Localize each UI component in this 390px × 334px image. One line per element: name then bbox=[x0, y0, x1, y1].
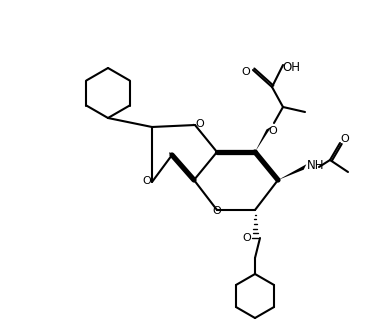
Text: O: O bbox=[242, 67, 250, 77]
Text: O: O bbox=[213, 206, 222, 216]
Text: NH: NH bbox=[307, 159, 324, 171]
Polygon shape bbox=[278, 164, 306, 180]
Text: O: O bbox=[269, 126, 277, 136]
Text: O: O bbox=[196, 119, 204, 129]
Text: O: O bbox=[243, 233, 252, 243]
Text: O: O bbox=[340, 134, 349, 144]
Polygon shape bbox=[255, 127, 271, 152]
Text: OH: OH bbox=[282, 60, 300, 73]
Text: O: O bbox=[143, 176, 151, 186]
Polygon shape bbox=[193, 123, 217, 152]
